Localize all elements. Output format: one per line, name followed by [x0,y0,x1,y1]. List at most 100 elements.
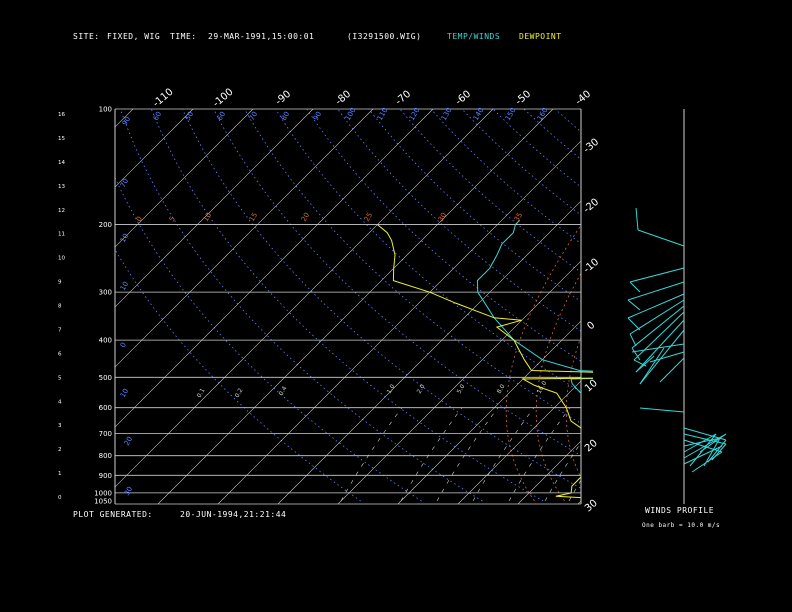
moist-adiabat-label: 20 [300,211,311,223]
height-tick-label: 5 [58,375,62,381]
wind-barbs [627,207,727,473]
dry-adiabat-label: 70 [248,110,259,122]
isotherm-line [115,109,254,248]
height-tick-label: 15 [58,136,65,142]
wind-barb [627,299,641,311]
pressure-tick-label: 900 [99,472,112,480]
wind-barb [659,357,685,383]
wind-barb [683,439,723,453]
wind-barb [649,351,685,363]
axis-labels: 1002003004005006007008009001000105016151… [58,87,601,515]
wind-barb [629,281,641,293]
wind-barb [683,433,727,459]
isotherm-line [337,260,581,504]
pressure-tick-label: 200 [99,221,112,229]
temperature-tick-label: -50 [514,89,534,108]
height-tick-label: 13 [58,184,65,190]
dry-adiabat-label: 10 [119,387,130,399]
height-tick-label: 16 [58,112,65,118]
height-tick-label: 0 [58,495,62,501]
height-tick-label: 12 [58,208,65,214]
dry-adiabat [337,109,581,332]
moist-adiabat-label: 0 [135,215,144,223]
moist-adiabat [697,225,756,501]
wind-barb [635,319,685,373]
temperature-tick-label: -20 [582,197,602,216]
wind-barb [683,433,727,445]
wind-barb [629,267,685,283]
wind-barb [629,299,685,335]
temperature-tick-label: -100 [211,87,235,110]
mixing-ratio-label: 1.0 [386,383,397,395]
moist-adiabat [723,225,779,501]
dry-adiabat-label: 60 [152,110,163,122]
dry-adiabat [115,248,361,502]
dewpoint-line [377,224,581,499]
mixing-ratio-line [340,407,403,502]
wind-barb [629,333,637,347]
isotherm-line [115,109,134,128]
dry-adiabat [461,109,581,216]
barb-scale-note: One barb = 10.0 m/s [642,522,721,529]
moist-adiabat-label: 25 [363,211,374,223]
dry-adiabat [773,109,792,501]
isotherm-line [115,109,434,428]
dry-adiabat [368,109,581,302]
mixing-ratio-label: 8.0 [496,383,507,395]
dry-adiabat-label: 90 [312,110,323,122]
sounding-overshoot [581,370,593,380]
temperature-tick-label: -30 [582,137,602,156]
height-tick-label: 6 [58,351,62,357]
moist-adiabat [535,272,581,502]
wind-barb [699,433,727,453]
wind-barb [627,293,685,319]
site-label: SITE: [73,32,100,41]
temperature-tick-label: -110 [151,87,175,110]
dry-adiabat-label: 90 [121,115,132,127]
moist-adiabat-label: 30 [437,211,448,223]
wind-barb [631,343,685,353]
dry-adiabat-label: 30 [123,485,134,497]
dry-adiabat-label: 10 [119,232,130,244]
isotherm-line [577,500,581,504]
dry-adiabat [430,109,581,244]
wind-barb [703,437,721,467]
isotherm-line [457,380,581,504]
wind-barb [635,207,639,231]
moist-adiabat [748,225,792,501]
moist-adiabat [505,224,581,502]
mixing-ratio-label: 0.1 [196,387,207,399]
mixing-ratio-label: 5.0 [456,383,467,395]
height-tick-label: 14 [58,160,65,166]
dry-adiabat [710,109,792,501]
mixing-ratio-label: 0.4 [278,385,289,397]
wind-barb [639,407,685,413]
isotherm-line [115,109,314,308]
dry-adiabat [244,109,581,424]
isotherm-line [397,320,581,504]
mixing-ratio-line [605,408,666,501]
mixing-ratio-line [544,442,581,502]
isotherm-line [277,200,581,504]
dry-adiabat [150,109,544,502]
isotherm-line [115,109,374,368]
dry-adiabat [741,109,792,501]
time-label: TIME: [170,32,197,41]
mixing-ratio-line [508,407,571,502]
dry-adiabat [399,109,581,273]
pressure-tick-label: 800 [99,452,112,460]
wind-barb [639,329,685,385]
wind-barb [637,229,685,247]
moist-adiabat-label: 10 [202,211,213,223]
dry-adiabat-label: 70 [119,177,130,189]
temperature-tick-label: 10 [583,378,600,395]
moist-adiabat [565,335,581,480]
dry-adiabat [586,109,792,501]
temperature-tick-label: -60 [454,89,474,108]
moist-adiabat [619,225,687,501]
wind-barb [627,317,641,331]
dry-adiabat [617,109,792,501]
height-tick-label: 7 [58,327,62,333]
legend-temp: TEMP/WINDS [447,32,501,41]
